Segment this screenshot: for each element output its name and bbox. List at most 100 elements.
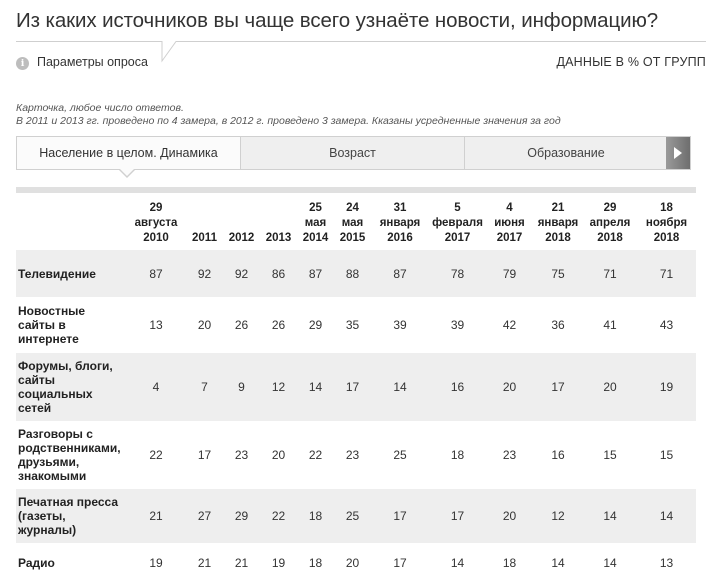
table-cell: 16 — [551, 448, 565, 462]
column-header: 29 августа 2010 — [126, 193, 186, 250]
column-header: 24 мая 2015 — [334, 193, 371, 250]
tab-bar: Население в целом. Динамика Возраст Обра… — [16, 136, 691, 170]
table-cell: 19 — [149, 556, 163, 570]
row-label-line: интернете — [18, 332, 79, 346]
table-cell: 9 — [223, 353, 260, 421]
table-cell: 22 — [308, 448, 323, 462]
column-header-line: августа — [134, 217, 178, 229]
note-line-2: В 2011 и 2013 гг. проведено по 4 замера,… — [16, 115, 561, 127]
table-cell: 71 — [637, 250, 696, 297]
table-cell: 20 — [271, 448, 286, 462]
table-cell: 21 — [197, 556, 212, 570]
table-cell: 87 — [126, 250, 186, 297]
table-cell: 14 — [551, 556, 565, 570]
table-cell: 21 — [234, 556, 249, 570]
column-header-line: 2017 — [496, 232, 523, 244]
table-cell: 92 — [186, 250, 223, 297]
column-header-line: 4 — [506, 202, 513, 214]
column-header: 2012 — [223, 193, 260, 250]
column-header-line: 2018 — [545, 232, 571, 244]
column-header-line: 18 — [660, 202, 673, 214]
column-header: 2013 — [260, 193, 297, 250]
column-header-line: июня — [494, 217, 525, 229]
table-cell: 20 — [345, 556, 360, 570]
table-cell: 23 — [502, 448, 517, 462]
table-cell: 87 — [297, 250, 334, 297]
table-cell: 92 — [223, 250, 260, 297]
row-label-line: родственниками, — [18, 441, 121, 455]
callout-line — [16, 41, 706, 63]
row-label: Форумы, блоги, сайты социальных сетей — [16, 353, 126, 421]
row-label-line: сайты — [18, 373, 55, 387]
column-header: 29 апреля 2018 — [583, 193, 637, 250]
column-header-line: 2011 — [192, 232, 217, 244]
row-label-line: знакомыми — [18, 469, 87, 483]
table-cell: 23 — [345, 448, 360, 462]
survey-params-link[interactable]: Параметры опроса — [37, 55, 148, 69]
row-label-line: (газеты, — [18, 509, 66, 523]
column-header: 5 февраля 2017 — [429, 193, 486, 250]
column-header-line: 29 — [603, 202, 617, 214]
data-units-label: ДАННЫЕ В % ОТ ГРУПП — [556, 55, 706, 69]
info-icon[interactable]: i — [16, 57, 29, 70]
table-cell: 17 — [393, 556, 407, 570]
column-header: 2011 — [186, 193, 223, 250]
table-cell: 17 — [371, 489, 429, 543]
table-cell: 18 — [297, 489, 334, 543]
table-cell: 12 — [260, 353, 297, 421]
table-cell: 17 — [197, 448, 212, 462]
table-row: Форумы, блоги, сайты социальных сетей 4 7 9 12 1… — [16, 353, 696, 421]
table-row: Телевидение 87 92 92 86 87 88 87 78 79 75 71 71 — [16, 250, 696, 297]
row-label-line: Разговоры с — [18, 427, 93, 441]
row-label: Телевидение — [16, 250, 126, 297]
row-label-line: Телевидение — [18, 266, 96, 281]
table-cell: 21 — [126, 489, 186, 543]
column-header-line: мая — [341, 217, 364, 229]
table-cell: 15 — [659, 448, 674, 462]
tabs-next-button[interactable] — [666, 137, 690, 169]
column-header-line: 2012 — [228, 232, 255, 244]
table-cell: 41 — [603, 318, 617, 332]
row-label: Печатная пресса (газеты, журналы) — [16, 489, 126, 543]
table-cell: 12 — [533, 489, 583, 543]
column-header: 25 мая 2014 — [297, 193, 334, 250]
column-header-line: 5 — [454, 202, 461, 214]
table-cell: 42 — [502, 318, 517, 332]
column-header-line: 21 — [551, 202, 565, 214]
row-label-line: сетей — [18, 401, 52, 415]
table-cell: 18 — [502, 556, 517, 570]
row-label: Разговоры с родственниками, друзьями, знако… — [16, 421, 126, 489]
table-cell: 29 — [223, 489, 260, 543]
table-cell: 7 — [186, 353, 223, 421]
tab-age[interactable]: Возраст — [241, 137, 465, 169]
table-cell: 14 — [371, 353, 429, 421]
table-cell: 22 — [149, 448, 163, 462]
column-header-line: 2016 — [387, 232, 413, 244]
table-cell: 71 — [583, 250, 637, 297]
column-header-line: мая — [304, 217, 327, 229]
tab-education[interactable]: Образование — [465, 137, 668, 169]
row-label-line: сайты в — [18, 318, 66, 332]
row-label-line: Форумы, блоги, — [18, 359, 113, 373]
column-header: 18 ноября 2018 — [637, 193, 696, 250]
row-label-line: друзьями, — [18, 455, 80, 469]
table-cell: 14 — [583, 489, 637, 543]
table-cell: 22 — [260, 489, 297, 543]
table-cell: 20 — [486, 353, 533, 421]
tab-population-dynamics[interactable]: Население в целом. Динамика — [17, 137, 241, 169]
table-cell: 16 — [429, 353, 486, 421]
table-cell: 18 — [308, 556, 323, 570]
table-cell: 17 — [533, 353, 583, 421]
row-label-line: журналы) — [18, 523, 77, 537]
row-label: Радио — [16, 543, 126, 577]
column-header-line: 2010 — [143, 232, 169, 244]
column-header-line: 25 — [309, 202, 322, 214]
column-header-line: 31 — [393, 202, 407, 214]
table-header-row: 29 августа 2010 2011 2012 2013 25 мая 2014 24 мая 2… — [16, 193, 696, 250]
column-header: 21 января 2018 — [533, 193, 583, 250]
active-tab-pointer — [119, 169, 135, 178]
column-header-line: 2018 — [653, 232, 680, 244]
table-cell: 78 — [429, 250, 486, 297]
table-cell: 26 — [234, 318, 249, 332]
data-table: 29 августа 2010 2011 2012 2013 25 мая 2014 24 мая 2… — [16, 193, 696, 577]
